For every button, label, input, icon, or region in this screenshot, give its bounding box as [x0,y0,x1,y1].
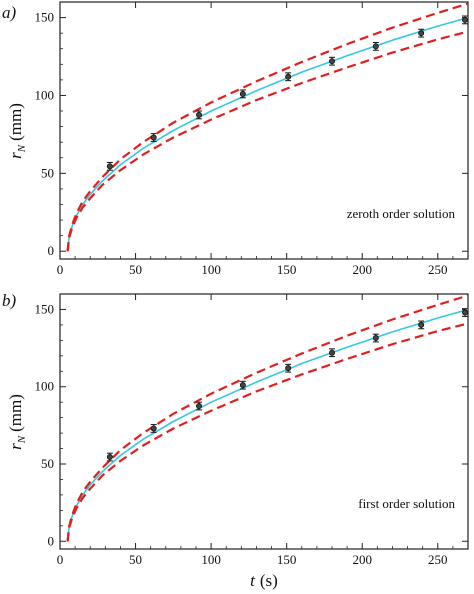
panel-a-ticks: 0 50 100 150 200 250 0 50 100 150 [35,2,468,277]
panel-a-xtick-label: 150 [277,262,297,277]
panel-b-data-point [372,335,379,342]
panel-a-data-point [285,73,292,80]
panel-b: 0 50 100 150 200 250 0 50 100 150 b) first order … [2,291,469,590]
panel-a-xtick-label: 100 [201,262,221,277]
panel-b-data-point [418,321,425,328]
panel-a: 0 50 100 150 200 250 0 50 100 150 a) zeroth order… [2,1,469,277]
panel-b-upper-bound-curve [66,294,469,542]
panel-b-xtick-label: 200 [352,552,372,567]
panel-a-curves [66,2,469,252]
panel-a-data-point [239,90,246,97]
panel-a-ylabel-subscript: N [16,144,28,153]
panel-b-xtick-label: 100 [201,552,221,567]
panel-a-upper-bound-curve [66,2,469,252]
panel-b-xlabel-symbol: t [250,571,256,590]
panel-a-points [106,15,468,171]
panel-b-label: b) [2,291,17,310]
panel-a-ytick-label: 100 [35,87,55,102]
panel-a-data-point [150,134,157,141]
panel-b-curves [66,294,469,542]
panel-b-data-point [150,425,157,432]
panel-b-ylabel: rN (mm) [6,394,28,450]
panel-b-ylabel-symbol: r [6,443,25,450]
panel-a-data-point [461,16,468,23]
panel-b-data-point [106,454,113,461]
panel-a-ylabel-symbol: r [6,152,25,159]
panel-a-xtick-label: 0 [57,262,64,277]
panel-b-xlabel-unit: (s) [260,571,278,590]
panel-a-ytick-label: 0 [48,243,55,258]
panel-b-ytick-label: 100 [35,379,55,394]
panel-b-xtick-label: 150 [277,552,297,567]
panel-b-data-point [239,382,246,389]
panel-a-data-point [372,43,379,50]
panel-a-xtick-label: 250 [428,262,448,277]
panel-b-xlabel: t (s) [250,571,278,590]
panel-b-ylabel-unit: (mm) [6,394,25,432]
panel-b-ytick-label: 50 [41,456,54,471]
panel-a-xtick-label: 200 [352,262,372,277]
panel-a-xtick-label: 50 [129,262,142,277]
panel-b-lower-bound-curve [66,322,469,542]
panel-b-xtick-label: 50 [129,552,142,567]
panel-b-ylabel-subscript: N [16,435,28,444]
panel-b-data-point [328,349,335,356]
panel-a-data-point [328,58,335,65]
panel-b-xtick-label: 250 [428,552,448,567]
panel-b-data-point [285,365,292,372]
panel-a-data-point [418,30,425,37]
panel-a-annotation: zeroth order solution [347,206,456,221]
panel-a-frame [59,1,469,260]
panel-b-data-point [196,403,203,410]
panel-a-ytick-label: 150 [35,10,55,25]
panel-a-ytick-label: 50 [41,165,54,180]
panel-b-xtick-label: 0 [57,552,64,567]
panel-a-ylabel-unit: (mm) [6,103,25,141]
panel-b-annotation: first order solution [358,496,455,511]
panel-b-points [106,308,468,462]
panel-a-ylabel: rN (mm) [6,103,28,159]
panel-a-data-point [196,111,203,118]
panel-b-frame [59,293,469,550]
panel-b-data-point [461,309,468,316]
panel-b-ticks: 0 50 100 150 200 250 0 50 100 150 [35,294,468,567]
panel-a-data-point [106,163,113,170]
panel-a-label: a) [2,3,17,22]
panel-b-ytick-label: 0 [48,533,55,548]
panel-a-lower-bound-curve [66,30,469,252]
panel-b-ytick-label: 150 [35,301,55,316]
